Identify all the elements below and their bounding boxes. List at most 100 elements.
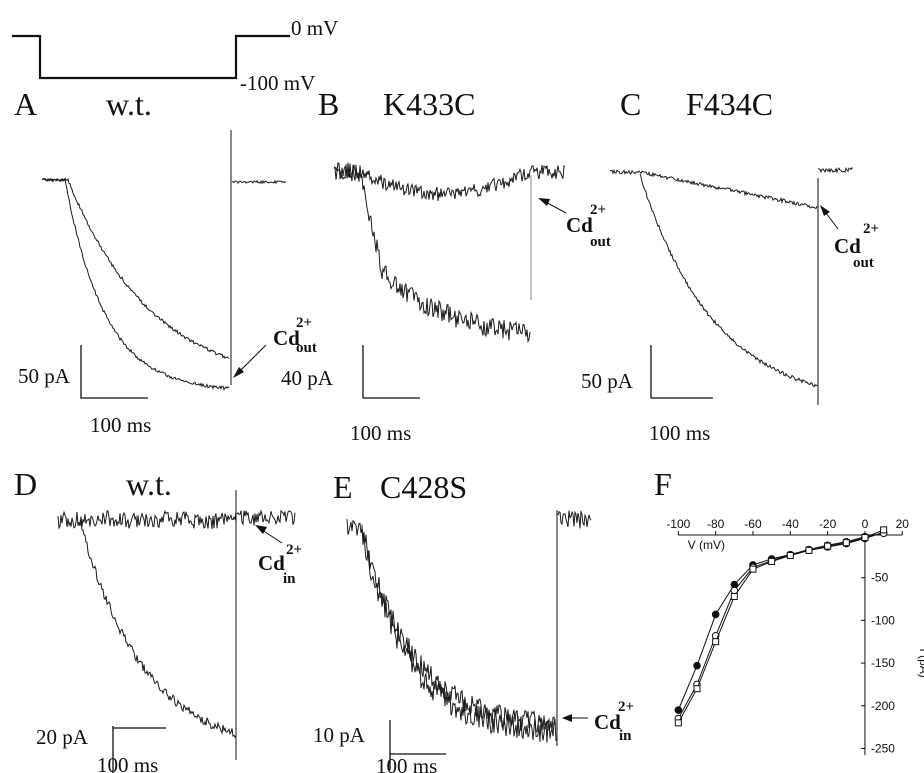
trace-control [57,509,237,530]
data-point [693,661,701,670]
cd-superscript: 2+ [863,221,879,237]
protocol-label-minus100mv: -100 mV [240,71,315,95]
data-point [768,557,776,565]
protocol-label-0mv: 0 mV [291,16,338,40]
data-point [824,542,832,550]
cd-arrowhead [820,205,830,216]
panel-title: K433C [383,86,475,122]
panel-e: E C428S 10 pA 100 ms Cd 2+ in [313,469,634,773]
y-scale-bar [362,345,420,399]
trace-cd-out [639,173,818,388]
trace-control [41,176,230,391]
cd-subscript: out [296,340,317,356]
cd-superscript: 2+ [286,542,302,558]
cd-label: Cd [258,551,285,575]
x-tick-label: -100 [666,517,690,531]
cd-arrowhead [255,525,267,534]
cd-arrowhead [562,714,572,722]
cd-superscript: 2+ [590,202,606,218]
y-tick-label: -100 [871,613,895,627]
y-scale-label: 50 pA [18,364,71,388]
trace-cd-out [333,162,531,343]
trace-tail [557,510,592,529]
y-scale-label: 10 pA [313,723,366,747]
data-point [674,719,682,727]
panel-title: C428S [380,469,467,505]
x-tick-label: 0 [862,517,869,531]
x-tick-label: -60 [744,517,762,531]
data-point [842,539,850,547]
y-scale-label: 50 pA [581,369,634,393]
trace-cd-out [41,177,230,359]
cd-label: Cd [594,710,621,734]
panel-f: F -100 -80 -60 -40 -20 0 20-50-100-150-200-250… [654,466,924,755]
y-scale-label: 20 pA [36,725,89,749]
cd-label: Cd [566,213,593,237]
x-tick-label: -20 [819,517,837,531]
iv-plot: -100 -80 -60 -40 -20 0 20-50-100-150-200-250V … [666,517,924,755]
data-point [711,610,720,619]
x-scale-label: 100 ms [97,753,158,773]
data-point [674,706,683,714]
cd-superscript: 2+ [296,315,312,331]
x-scale-label: 100 ms [376,754,437,773]
voltage-protocol: 0 mV -100 mV [12,16,338,95]
y-tick-label: -150 [871,656,895,670]
y-tick-label: -200 [871,699,895,713]
x-axis-label: V (mV) [688,538,725,552]
trace-cd-in [346,519,557,743]
y-scale-label: 40 pA [281,366,334,390]
series-line [677,532,884,719]
y-tick-label: -50 [871,571,889,585]
y-tick-label: -250 [871,741,895,755]
panel-title: w.t. [126,466,172,502]
cd-subscript: out [853,255,874,271]
protocol-step [12,34,290,80]
cd-superscript: 2+ [618,699,634,715]
cd-subscript: in [283,571,296,587]
cd-arrowhead [233,367,244,378]
data-point [749,565,757,573]
panel-letter: D [14,466,37,502]
panel-c: C F434C 50 pA 100 ms Cd 2+ out [581,86,879,445]
panel-letter: B [318,86,339,122]
data-point [712,638,720,646]
data-point [880,526,888,534]
x-tick-label: -80 [707,517,725,531]
data-point [693,685,701,693]
x-tick-label: -40 [782,517,800,531]
trace-cd-in [79,519,237,739]
cd-label: Cd [834,234,861,258]
x-scale-label: 100 ms [350,421,411,445]
y-scale-bar [650,345,713,399]
x-tick-label: 20 [896,517,910,531]
panel-b: B K433C 40 pA 100 ms Cd 2+ out [281,86,611,445]
series-line [677,531,884,711]
y-axis-label: I (pA) [917,648,924,677]
data-point [805,546,813,554]
series-line [677,529,884,724]
x-scale-label: 100 ms [90,413,151,437]
y-scale-bar [80,345,148,399]
cd-arrowhead [538,198,550,206]
trace-control [333,163,566,201]
cd-subscript: in [619,728,632,744]
data-point [730,592,738,600]
trace-tail [817,167,854,174]
data-point [786,551,794,559]
panel-letter: F [654,466,672,502]
panel-title: F434C [686,86,773,122]
x-scale-label: 100 ms [649,421,710,445]
panel-letter: A [14,86,37,122]
trace-tail [236,509,296,526]
cd-subscript: out [590,234,611,250]
panel-letter: C [620,86,641,122]
panel-a: A w.t. 50 pA 100 ms Cd 2+ out [14,86,317,437]
data-point [861,534,869,542]
cd-label: Cd [273,326,300,350]
trace-tail [231,179,287,185]
panel-d: D w.t. 20 pA 100 ms Cd 2+ in [14,466,302,773]
trace-control [609,168,818,210]
panel-title: w.t. [106,86,152,122]
